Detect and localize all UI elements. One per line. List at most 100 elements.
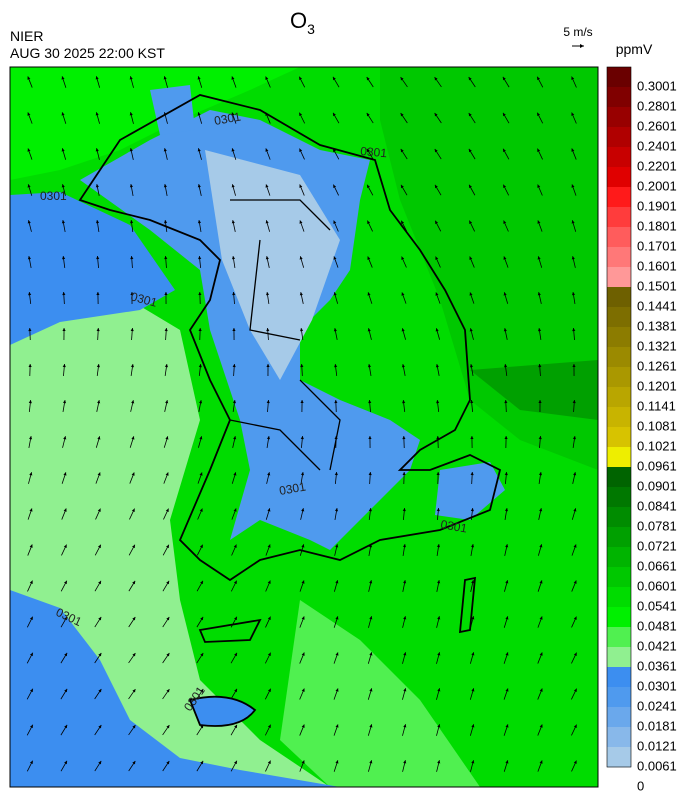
wind-head (163, 184, 168, 188)
wind-head (166, 544, 169, 549)
wind-arrow (266, 436, 271, 448)
colorbar-label: 0.0241 (637, 698, 677, 713)
wind-arrow (163, 472, 169, 484)
wind-head (403, 760, 407, 764)
wind-head (468, 112, 472, 117)
wind-arrow (94, 580, 102, 592)
wind-arrow (299, 760, 305, 772)
wind-arrow (95, 508, 101, 520)
wind-arrow (28, 436, 33, 448)
wind-arrow (299, 292, 304, 304)
wind-arrow (62, 363, 66, 377)
wind-head (267, 508, 271, 512)
colorbar-label: 0 (637, 778, 644, 793)
colorbar-swatch (607, 307, 631, 328)
wind-arrow (27, 544, 33, 556)
wind-arrow (368, 760, 373, 772)
wind-head (301, 760, 305, 764)
wind-head (435, 220, 439, 225)
wind-head (199, 508, 203, 512)
wind-head (131, 436, 135, 440)
wind-arrow (61, 220, 66, 232)
wind-arrow (571, 256, 576, 268)
wind-head (469, 256, 473, 260)
wind-arrow (198, 327, 202, 341)
wind-arrow (61, 472, 67, 484)
wind-head (537, 256, 541, 260)
wind-arrow (300, 399, 304, 413)
wind-head (537, 112, 541, 117)
wind-arrow (537, 688, 543, 700)
wind-head (96, 256, 100, 260)
wind-head (28, 400, 32, 404)
wind-arrow (300, 435, 304, 449)
wind-arrow (366, 148, 374, 160)
wind-arrow (27, 220, 32, 232)
wind-arrow (60, 616, 68, 628)
wind-head (267, 760, 271, 764)
wind-arrow (537, 760, 543, 772)
wind-head (64, 688, 68, 693)
colorbar-swatch (607, 487, 631, 508)
wind-head (265, 292, 270, 296)
wind-arrow (537, 256, 543, 268)
wind-head (199, 472, 203, 476)
wind-head (539, 616, 543, 620)
colorbar-swatch (607, 667, 631, 688)
wind-arrow (333, 220, 339, 232)
wind-arrow (469, 328, 474, 340)
wind-head (301, 616, 305, 620)
wind-ref-label: 5 m/s (563, 25, 592, 39)
wind-head (436, 544, 441, 548)
wind-head (166, 725, 170, 729)
wind-arrow (334, 435, 338, 449)
wind-arrow (504, 508, 509, 520)
wind-arrow (163, 508, 169, 520)
wind-head (401, 220, 405, 225)
wind-head (164, 220, 168, 224)
wind-head (503, 220, 507, 224)
wind-arrow (196, 652, 204, 664)
wind-head (29, 508, 33, 512)
wind-head (231, 256, 236, 260)
wind-head (471, 652, 475, 656)
wind-arrow (504, 544, 509, 556)
wind-arrow (402, 399, 406, 413)
wind-arrow (367, 688, 373, 700)
wind-arrow (60, 652, 68, 664)
wind-head (434, 77, 438, 81)
wind-head (504, 364, 508, 368)
wind-head (400, 113, 404, 117)
wind-head (131, 472, 135, 476)
colorbar-swatch (607, 187, 631, 208)
wind-head (27, 148, 31, 152)
wind-head (434, 148, 438, 153)
colorbar-label: 0.1701 (637, 238, 677, 253)
wind-head (300, 400, 304, 404)
wind-head (573, 616, 577, 620)
wind-arrow (333, 328, 338, 340)
wind-head (403, 724, 407, 728)
wind-arrow (503, 220, 509, 232)
wind-arrow (333, 652, 339, 664)
wind-head (130, 256, 134, 260)
wind-head (505, 688, 509, 692)
colorbar-label: 0.0061 (637, 758, 677, 773)
wind-arrow (162, 688, 170, 700)
wind-head (96, 292, 100, 296)
wind-arrow (197, 472, 203, 484)
wind-head (368, 400, 372, 404)
wind-head (165, 436, 169, 440)
wind-head (504, 472, 508, 476)
wind-head (129, 148, 133, 152)
wind-arrow (265, 292, 270, 304)
wind-head (537, 76, 541, 81)
wind-arrow (60, 760, 68, 772)
wind-head (470, 436, 474, 440)
wind-arrow (162, 652, 170, 664)
wind-arrow (571, 508, 577, 520)
wind-head (434, 184, 438, 189)
wind-arrow (230, 724, 238, 736)
wind-arrow (334, 399, 338, 413)
wind-head (539, 760, 543, 764)
